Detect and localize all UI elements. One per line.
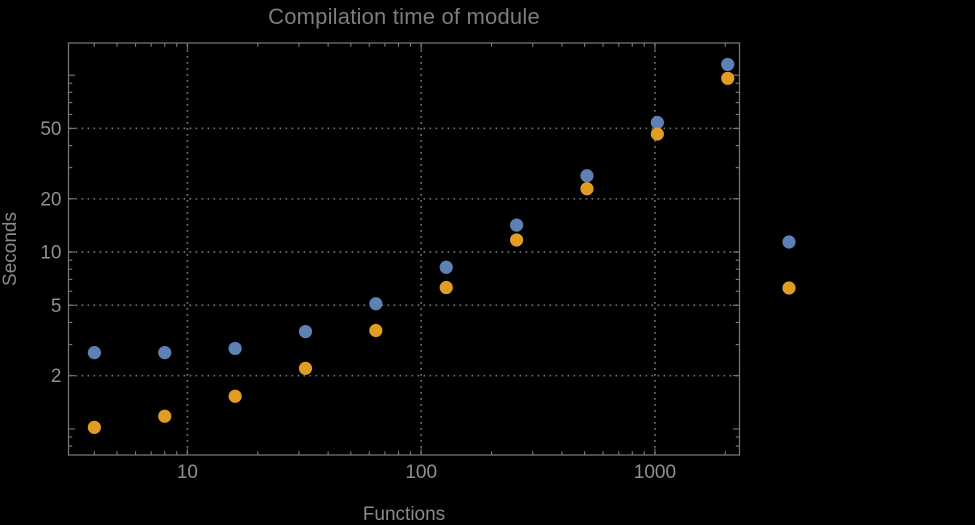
data-point-series-orange [650,127,664,141]
data-point-series-orange [580,182,594,196]
y-tick-label-50: 50 [40,119,61,140]
y-tick-label-2: 2 [51,366,62,387]
legend-marker-series-blue [782,235,796,249]
data-point-series-orange [158,409,172,423]
data-point-series-blue [369,297,383,311]
data-point-series-blue [580,169,594,183]
x-tick-label-100: 100 [405,462,437,483]
data-point-series-blue [439,260,453,274]
data-point-series-blue [721,57,735,72]
chart-title: Compilation time of module [268,4,540,29]
data-point-series-blue [298,324,313,339]
data-point-series-orange [721,71,735,85]
y-tick-label-20: 20 [40,189,61,210]
legend-marker-series-orange [782,281,796,295]
data-point-series-blue [650,115,664,130]
data-point-series-orange [510,233,524,247]
data-point-series-blue [158,346,172,360]
data-point-series-blue [228,341,242,356]
x-tick-label-1000: 1000 [634,462,676,483]
data-point-series-blue [510,218,524,232]
plot-frame [67,42,741,456]
x-tick-label-10: 10 [177,462,198,483]
data-point-series-orange [439,280,453,295]
data-point-series-orange [298,361,313,375]
data-point-series-blue [87,346,101,360]
x-axis-title: Functions [362,504,446,525]
y-tick-label-10: 10 [40,243,61,264]
data-point-series-orange [87,420,101,434]
data-point-series-orange [228,389,242,403]
data-point-series-orange [369,323,383,338]
y-tick-label-5: 5 [51,296,62,317]
